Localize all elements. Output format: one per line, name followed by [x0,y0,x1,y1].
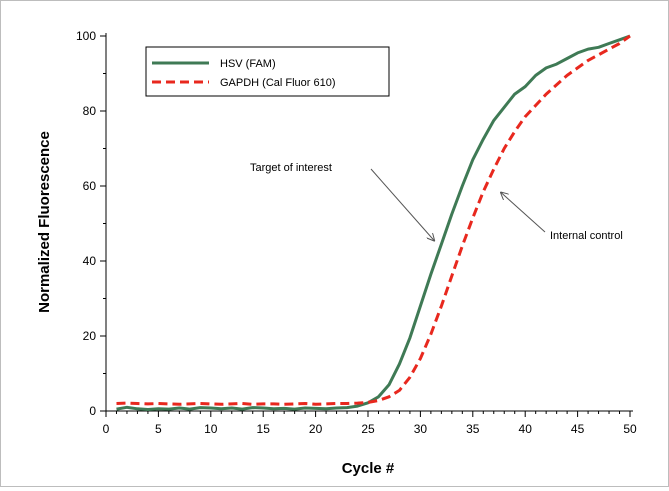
series-line-gapdh [116,34,631,406]
x-tick-label: 0 [103,422,110,436]
x-tick-label: 20 [309,422,323,436]
x-tick-label: 50 [623,422,637,436]
series-lines [116,34,631,411]
y-tick-label: 100 [76,29,96,43]
x-tick-label: 40 [519,422,533,436]
y-tick-label: 20 [83,329,97,343]
y-tick-label: 60 [83,179,97,193]
y-axis-title: Normalized Fluorescence [36,131,53,313]
axes: 0 5 10 15 20 25 30 35 40 45 50 0 20 40 60 80 100 [76,29,637,436]
x-tick-label: 35 [466,422,480,436]
series-line-hsv [116,34,631,411]
annotation-internal-control: Internal control [550,230,623,242]
annotations: Target of interest Internal control [250,162,623,242]
legend: HSV (FAM) GAPDH (Cal Fluor 610) [145,46,390,97]
annotation-target-of-interest: Target of interest [250,162,332,174]
legend-label-hsv: HSV (FAM) [220,58,276,70]
legend-box [145,46,390,97]
x-tick-label: 15 [257,422,271,436]
x-axis-title: Cycle # [342,460,395,477]
legend-label-gapdh: GAPDH (Cal Fluor 610) [220,77,336,89]
annotation-arrow-internal [501,193,546,233]
y-tick-label: 0 [89,404,96,418]
x-tick-label: 45 [571,422,585,436]
x-tick-label: 25 [361,422,375,436]
x-tick-label: 30 [414,422,428,436]
y-tick-label: 80 [83,104,97,118]
x-tick-label: 10 [204,422,218,436]
y-tick-label: 40 [83,254,97,268]
annotation-arrow-target [370,168,434,241]
x-tick-label: 5 [155,422,162,436]
